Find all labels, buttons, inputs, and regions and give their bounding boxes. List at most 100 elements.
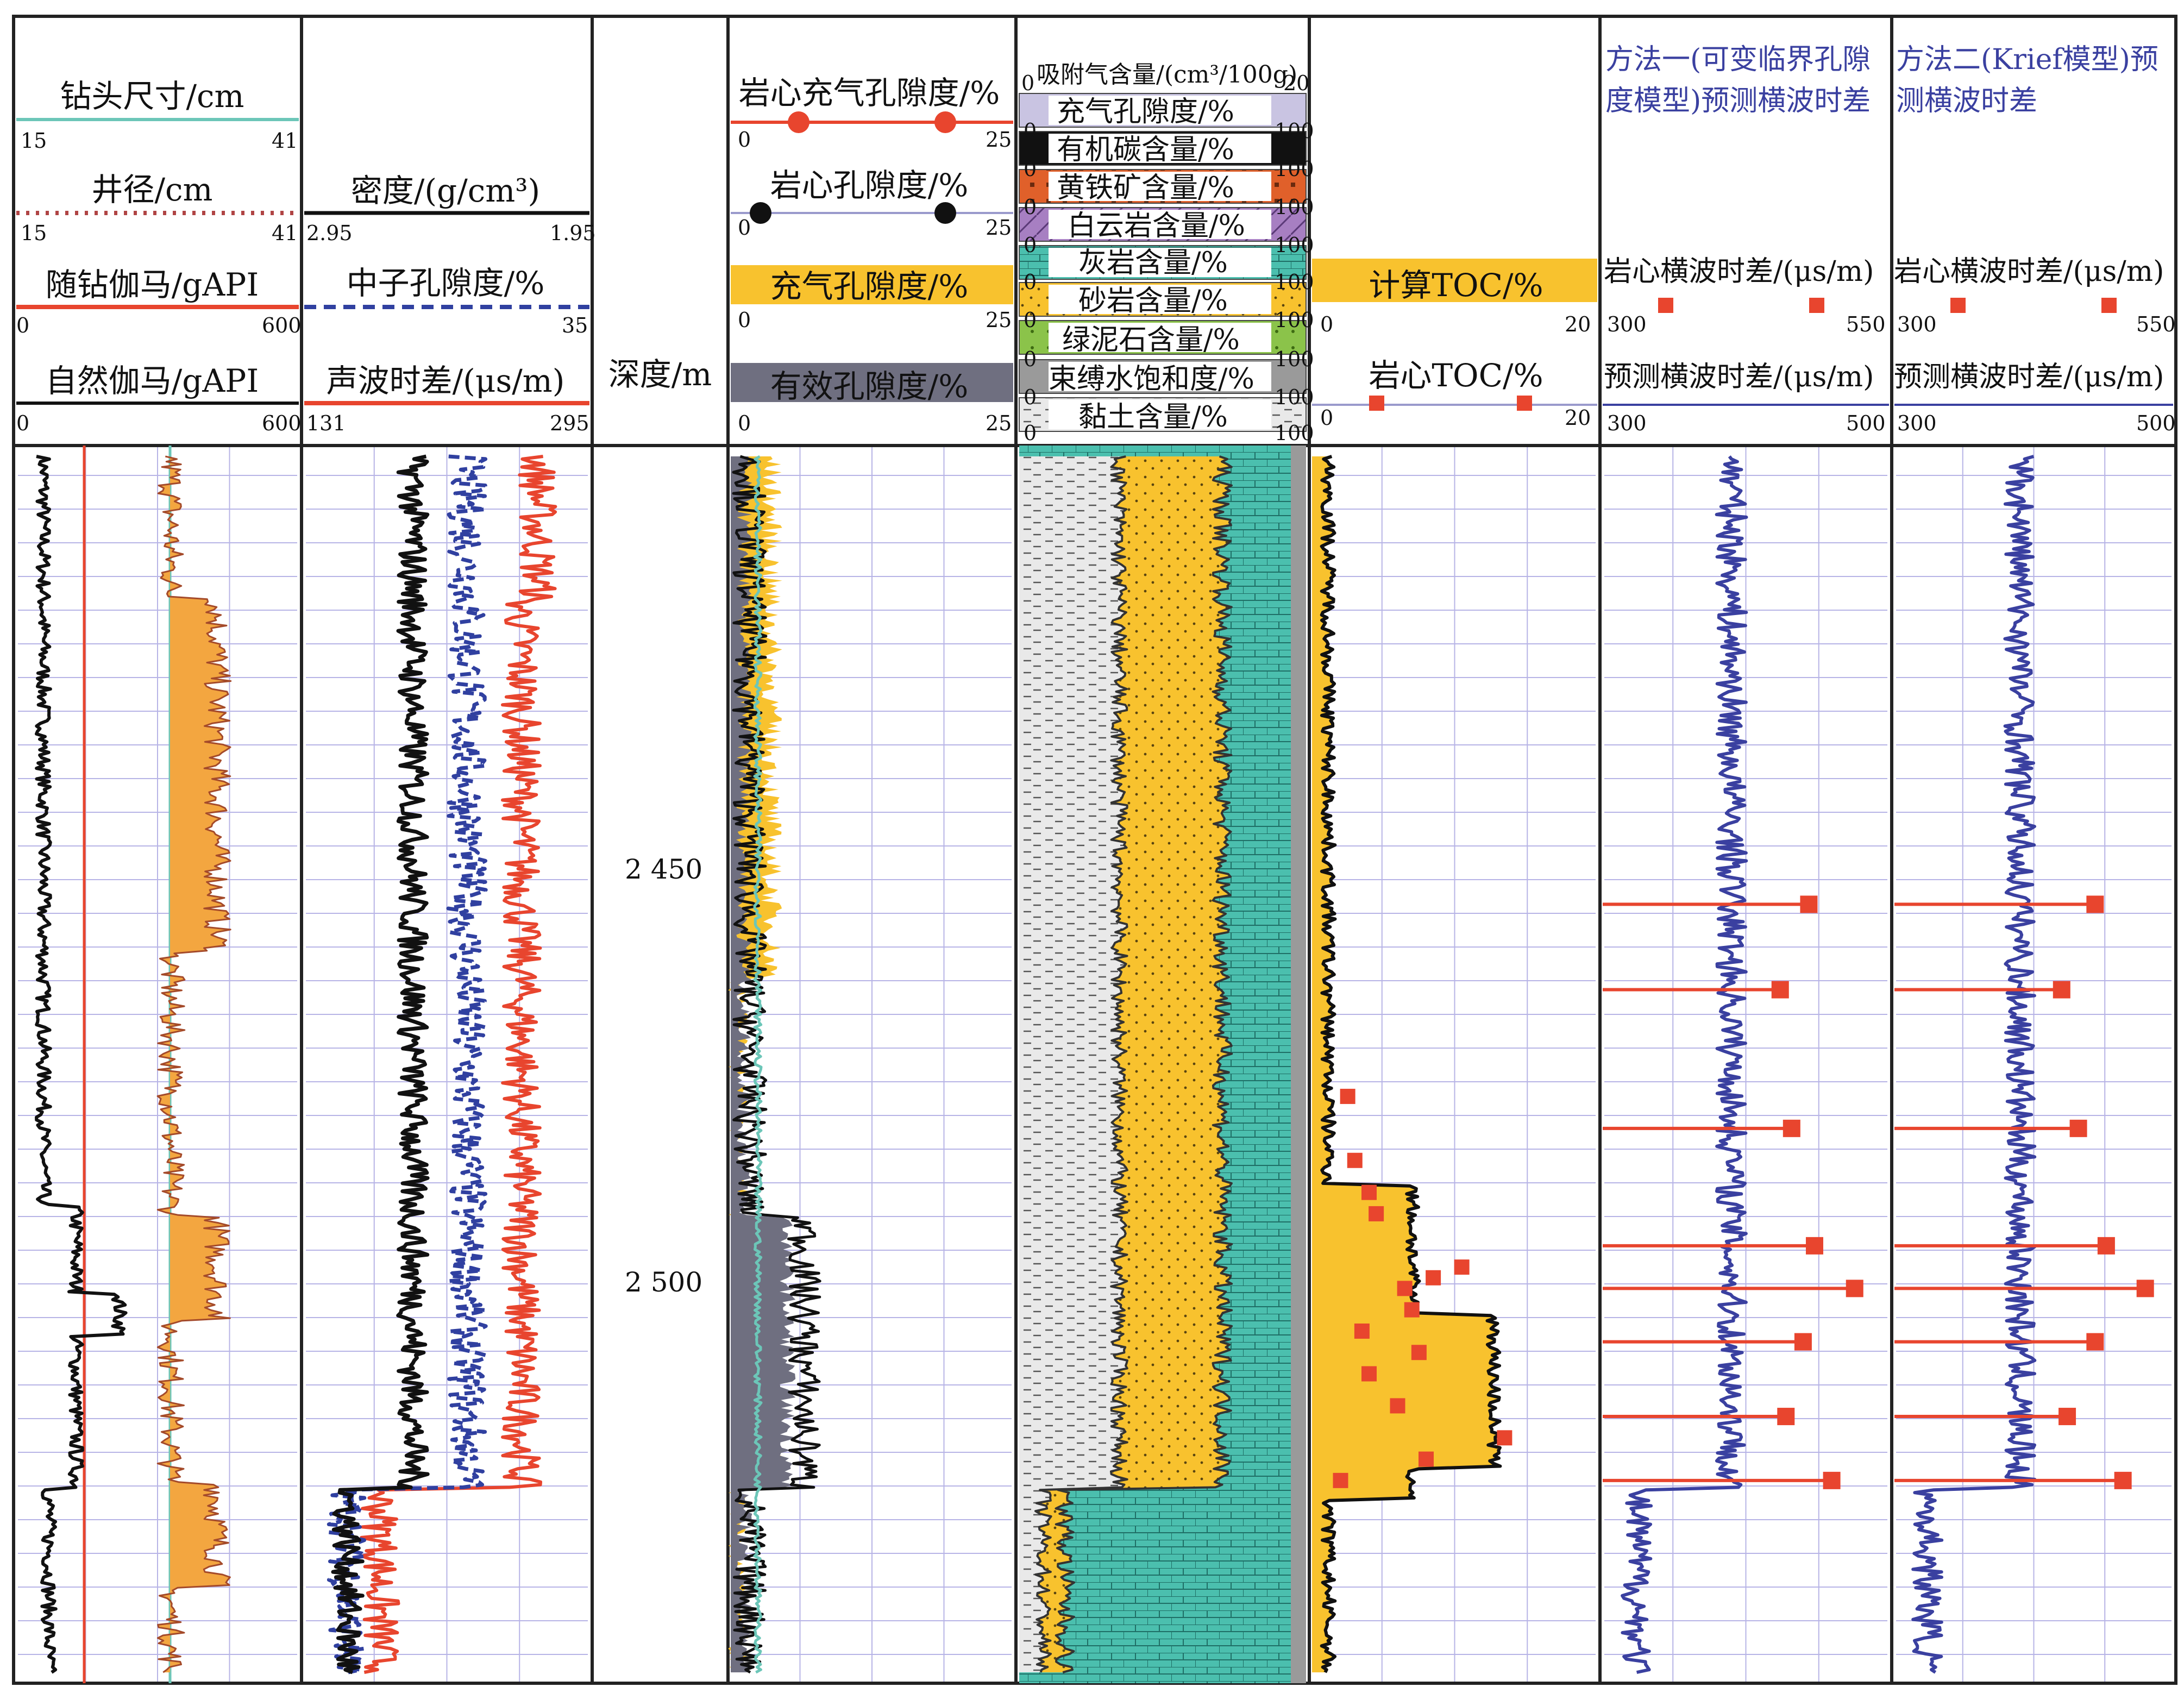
t4-r1-min: 0	[1024, 119, 1037, 143]
t4-r6-name: 砂岩含量/%	[1078, 285, 1228, 317]
t4-r4-min: 0	[1024, 233, 1037, 257]
t3-c4-max: 25	[986, 411, 1012, 435]
t6-core-point	[1777, 1408, 1795, 1426]
t5-c2-min: 0	[1320, 406, 1334, 430]
t7-legend-core-dot	[2101, 298, 2117, 313]
t1-c4-name: 自然伽马/gAPI	[45, 362, 259, 399]
t4-r5-min: 0	[1024, 270, 1037, 294]
t3-c3-name: 充气孔隙度/%	[770, 268, 969, 305]
t4-boundary-sand	[1055, 455, 1233, 1673]
t6-title-line2: 度模型)预测横波时差	[1605, 85, 1871, 117]
t5-toc-fill	[1312, 456, 1501, 1672]
t5-core-toc-point	[1426, 1270, 1441, 1286]
t5-legend-tocfill	[1312, 259, 1597, 302]
t4-r8-max: 100	[1275, 385, 1314, 409]
t5-core-toc-point	[1354, 1323, 1370, 1339]
t7-core-point	[2069, 1119, 2087, 1137]
t4-r9-name: 黏土含量/%	[1078, 401, 1228, 434]
t6-title-line1: 方法一(可变临界孔隙	[1605, 43, 1871, 76]
t5-core-toc-point	[1397, 1281, 1413, 1296]
t3-legend-gasfill	[731, 265, 1013, 304]
t1-curve-gr	[35, 455, 128, 1674]
t4-legend-swatch-label-bg	[1049, 134, 1271, 163]
t7-core-point	[2136, 1280, 2154, 1297]
t3-c3-max: 25	[986, 308, 1012, 332]
t4-r9-max: 100	[1275, 421, 1314, 445]
t7-title-line2: 测横波时差	[1896, 85, 2038, 117]
t4-legend-swatch-label-bg	[1049, 400, 1271, 429]
t5-core-toc-point	[1390, 1398, 1405, 1414]
t1-c3-max: 600	[262, 313, 302, 337]
t4-r4-name: 白云岩含量/%	[1068, 210, 1245, 242]
t6-core-point	[1846, 1280, 1863, 1297]
t4-r0-min: 0	[1021, 71, 1035, 95]
t5-c1-name: 计算TOC/%	[1369, 267, 1543, 304]
t4-r2-max: 100	[1275, 157, 1314, 181]
depth-title: 深度/m	[608, 356, 712, 393]
t5-curve-toc	[1320, 455, 1502, 1673]
t1-c1-min: 15	[21, 129, 47, 153]
t5-core-toc-point	[1340, 1088, 1355, 1104]
t4-legend-swatch-label-bg	[1049, 172, 1271, 201]
t4-r2-min: 0	[1024, 157, 1037, 181]
t2-curve-den	[331, 454, 430, 1675]
t2-c1-name: 密度/(g/cm³)	[350, 172, 541, 209]
t5-core-toc-point	[1347, 1152, 1363, 1168]
t6-core-point	[1823, 1471, 1841, 1489]
t5-c1-min: 0	[1320, 312, 1334, 336]
t4-legend-swatch-label-bg	[1049, 362, 1271, 391]
t7-c2-min: 300	[1897, 411, 1937, 435]
t7-core-point	[2114, 1471, 2132, 1489]
t6-c2-min: 300	[1607, 411, 1647, 435]
t6-core-point	[1783, 1119, 1800, 1137]
t3-c1-max: 25	[986, 128, 1012, 152]
t1-c4-max: 600	[262, 411, 302, 435]
t5-core-toc-point	[1361, 1366, 1377, 1382]
t5-core-toc-point	[1454, 1259, 1470, 1275]
t4-r7-min: 0	[1024, 347, 1037, 371]
t4-r3-min: 0	[1024, 195, 1037, 219]
t1-c1-max: 41	[272, 129, 298, 153]
t6-core-point	[1805, 1237, 1823, 1255]
t2-curve-ac	[360, 455, 557, 1674]
t2-c1-min: 2.95	[306, 221, 353, 245]
t3-c3-min: 0	[738, 308, 751, 332]
t7-c1-name: 岩心横波时差/(μs/m)	[1894, 255, 2164, 288]
t6-legend-core-dot	[1658, 298, 1673, 313]
t4-r6-max: 100	[1275, 308, 1314, 332]
t6-c1-min: 300	[1607, 312, 1647, 336]
t4-r8-name: 束缚水饱和度/%	[1049, 363, 1254, 396]
t5-core-toc-point	[1497, 1430, 1513, 1446]
t2-c2-max: 35	[562, 313, 588, 337]
t5-core-toc-point	[1411, 1345, 1427, 1360]
t4-legend-swatch-label-bg	[1049, 285, 1271, 314]
depth-label-2500: 2 500	[625, 1266, 703, 1298]
depth-label-2450: 2 450	[625, 854, 703, 885]
t4-r3-name: 黄铁矿含量/%	[1057, 172, 1234, 204]
t2-c3-name: 声波时差/(μs/m)	[326, 362, 565, 399]
t3-c2-name: 岩心孔隙度/%	[770, 167, 969, 204]
t6-core-point	[1800, 895, 1818, 913]
t3-c4-min: 0	[738, 411, 751, 435]
t5-legend-coretoc-dot	[1369, 396, 1384, 411]
t1-c2-max: 41	[272, 221, 298, 245]
t4-r6-min: 0	[1024, 308, 1037, 332]
t4-bound-water	[1291, 446, 1306, 1683]
t3-c4-name: 有效孔隙度/%	[770, 368, 969, 405]
t5-c2-max: 20	[1565, 406, 1591, 430]
t4-legend-swatch-label-bg	[1049, 210, 1271, 239]
t5-core-toc-point	[1361, 1184, 1377, 1200]
t6-legend-core-dot	[1809, 298, 1824, 313]
t7-curve-pred	[1911, 455, 2037, 1674]
t6-curve-pred	[1621, 455, 1748, 1674]
t7-core-point	[2086, 1333, 2104, 1351]
t2-c3-max: 295	[550, 411, 589, 435]
t7-title-line1: 方法二(Krief模型)预	[1896, 43, 2158, 76]
t4-r5-max: 100	[1275, 270, 1314, 294]
t4-r4-max: 100	[1275, 233, 1314, 257]
t3-c2-min: 0	[738, 216, 751, 240]
t5-legend-coretoc-dot	[1517, 396, 1532, 411]
t4-r1-name: 充气孔隙度/%	[1057, 96, 1234, 128]
t6-c2-max: 500	[1846, 411, 1886, 435]
t4-r1-max: 100	[1275, 119, 1314, 143]
